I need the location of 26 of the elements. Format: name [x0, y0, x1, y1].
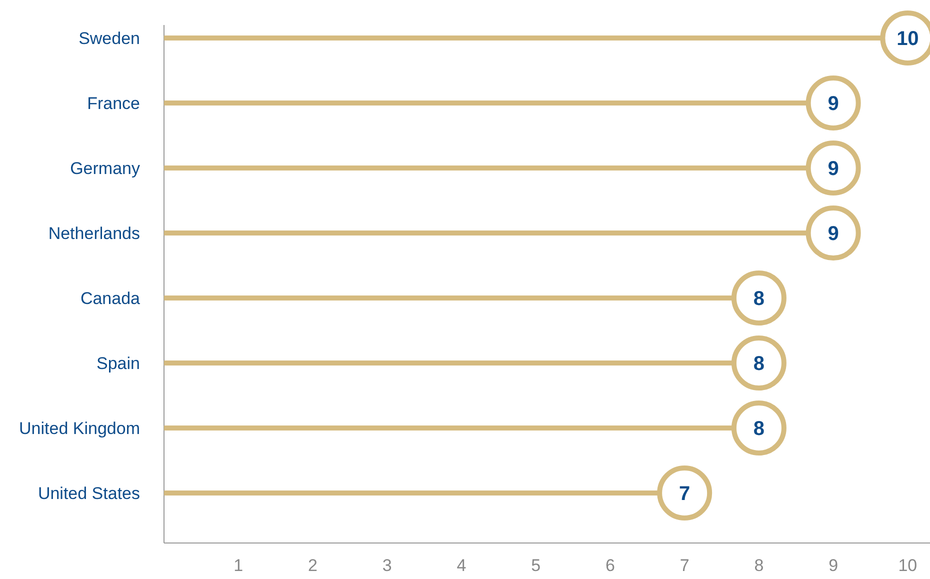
x-tick-label: 1 [234, 556, 244, 575]
y-tick-label: Sweden [78, 28, 140, 48]
x-tick-label: 2 [308, 556, 318, 575]
data-label: 7 [679, 483, 690, 505]
data-label: 8 [753, 418, 765, 440]
x-tick-label: 9 [828, 556, 838, 575]
y-tick-label: France [87, 94, 140, 113]
x-tick-label: 5 [531, 556, 541, 575]
x-tick-label: 8 [754, 556, 764, 575]
y-tick-label: United States [38, 484, 140, 503]
data-label: 8 [753, 353, 765, 375]
x-tick-label: 4 [456, 556, 466, 575]
x-tick-label: 10 [898, 556, 918, 575]
data-label: 10 [896, 28, 919, 50]
x-tick-label: 6 [605, 556, 615, 575]
data-label: 9 [828, 158, 839, 180]
data-label: 9 [828, 223, 839, 245]
y-tick-label: Spain [96, 354, 140, 373]
y-tick-label: Germany [70, 158, 140, 178]
data-label: 8 [753, 288, 765, 310]
x-tick-label: 7 [680, 556, 690, 575]
y-tick-label: Netherlands [48, 224, 140, 243]
x-tick-label: 3 [382, 556, 392, 575]
y-tick-label: Canada [80, 288, 141, 308]
y-tick-label: United Kingdom [19, 418, 140, 438]
data-label: 9 [828, 93, 839, 115]
